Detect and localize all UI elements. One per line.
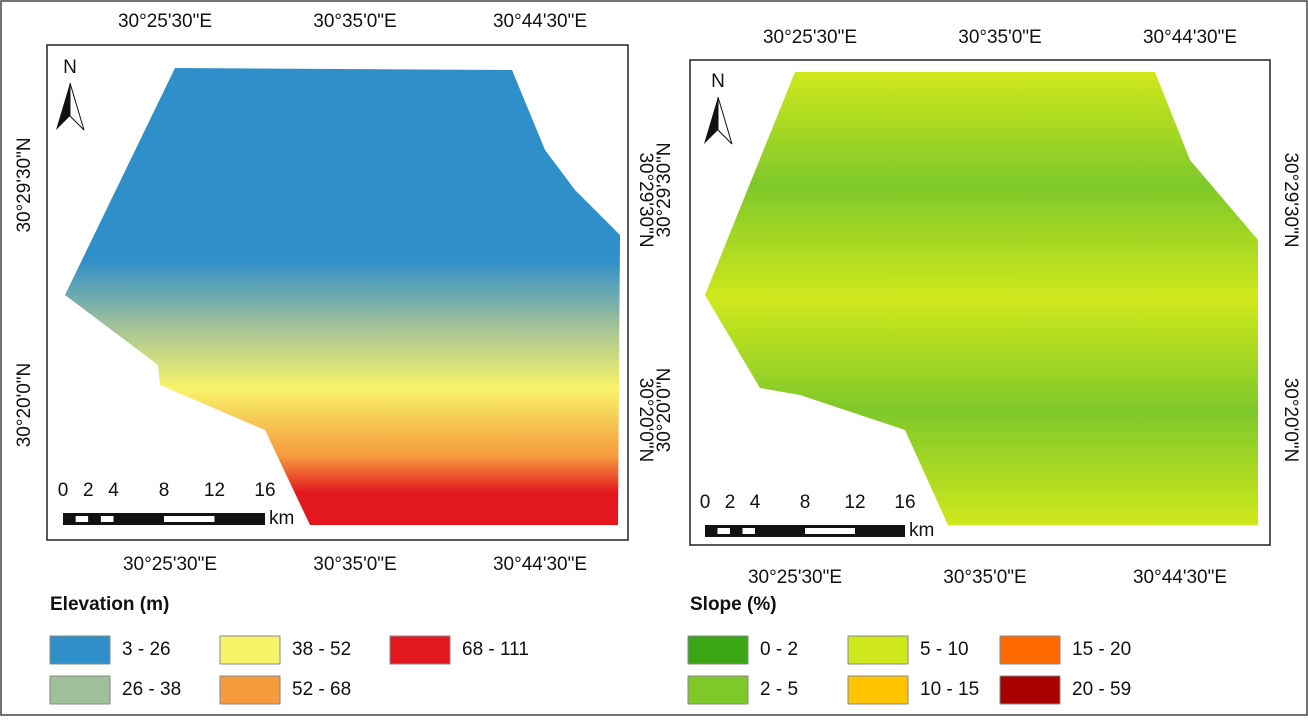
scale-label: 4 <box>750 492 761 513</box>
scale-bar-segment <box>805 528 855 534</box>
bottom-coordinate: 30°25'30"E <box>123 554 217 575</box>
top-coordinate: 30°25'30"E <box>763 27 857 48</box>
legend-label: 38 - 52 <box>292 639 351 660</box>
map-frame <box>689 59 1271 546</box>
map-raster <box>65 68 620 525</box>
scale-bar-segment <box>855 525 905 537</box>
scale-label: 0 <box>700 492 711 513</box>
legend-swatch <box>219 675 281 705</box>
scale-bar-segment <box>717 528 730 534</box>
legend-label: 3 - 26 <box>122 639 171 660</box>
left-coordinate: 30°20'0"N <box>654 368 675 453</box>
scale-label: 12 <box>204 480 225 501</box>
bottom-coordinate: 30°35'0"E <box>943 567 1026 588</box>
legend-label: 10 - 15 <box>920 679 979 700</box>
bottom-coordinate: 30°35'0"E <box>313 554 396 575</box>
scale-bar-segment <box>113 513 164 525</box>
bottom-coordinate: 30°44'30"E <box>1133 567 1227 588</box>
north-label: N <box>63 57 77 78</box>
scale-bar-segment <box>164 516 215 522</box>
right-coordinate: 30°29'30"N <box>1280 152 1301 247</box>
legend-swatch <box>999 675 1061 705</box>
legend-title: Slope (%) <box>690 594 777 615</box>
scale-label: 8 <box>159 480 170 501</box>
scale-bar-segment <box>63 513 76 525</box>
north-label: N <box>711 71 725 92</box>
scale-label: 0 <box>58 480 69 501</box>
legend-label: 0 - 2 <box>760 639 798 660</box>
map-raster <box>705 72 1258 525</box>
scale-bar-segment <box>88 513 101 525</box>
north-arrow-half <box>69 82 85 131</box>
legend-swatch <box>49 675 111 705</box>
right-coordinate: 30°29'30"N <box>635 152 656 247</box>
scale-bar-segment <box>75 516 89 522</box>
legend-label: 68 - 111 <box>462 639 529 660</box>
top-coordinate: 30°44'30"E <box>493 11 587 32</box>
top-coordinate: 30°25'30"E <box>118 11 212 32</box>
right-coordinate: 30°20'0"N <box>1280 378 1301 463</box>
scale-label: 4 <box>108 480 119 501</box>
bottom-coordinate: 30°44'30"E <box>493 554 587 575</box>
scale-label: 16 <box>894 492 915 513</box>
left-coordinate: 30°20'0"N <box>14 363 35 448</box>
legend-label: 20 - 59 <box>1072 679 1131 700</box>
scale-label: 16 <box>254 480 275 501</box>
legend-swatch <box>847 675 909 705</box>
scale-bar-segment <box>214 513 265 525</box>
scale-bar-segment <box>100 516 114 522</box>
legend-swatch <box>219 635 281 665</box>
scale-label: 8 <box>800 492 811 513</box>
top-coordinate: 30°44'30"E <box>1143 27 1237 48</box>
legend-swatch <box>687 635 749 665</box>
scale-label: 2 <box>83 480 94 501</box>
scale-unit: km <box>269 508 294 529</box>
legend-swatch <box>687 675 749 705</box>
left-coordinate: 30°29'30"N <box>14 137 35 232</box>
legend-label: 15 - 20 <box>1072 639 1131 660</box>
legend-swatch <box>389 635 451 665</box>
scale-label: 2 <box>725 492 736 513</box>
legend-label: 52 - 68 <box>292 679 351 700</box>
map-frame <box>46 44 629 541</box>
scale-bar-segment <box>755 525 805 537</box>
top-coordinate: 30°35'0"E <box>313 11 396 32</box>
right-coordinate: 30°20'0"N <box>635 378 656 463</box>
scale-bar-segment <box>742 528 755 534</box>
scale-unit: km <box>909 520 934 541</box>
legend-swatch <box>847 635 909 665</box>
scale-label: 12 <box>844 492 865 513</box>
legend-swatch <box>999 635 1061 665</box>
scale-bar-segment <box>705 525 718 537</box>
bottom-coordinate: 30°25'30"E <box>748 567 842 588</box>
scale-bar-segment <box>730 525 743 537</box>
legend-title: Elevation (m) <box>50 594 169 615</box>
north-arrow-half <box>717 96 733 145</box>
top-coordinate: 30°35'0"E <box>958 27 1041 48</box>
north-arrow <box>56 83 70 130</box>
north-arrow <box>704 97 718 144</box>
legend-label: 2 - 5 <box>760 679 798 700</box>
legend-label: 5 - 10 <box>920 639 969 660</box>
legend-label: 26 - 38 <box>122 679 181 700</box>
left-coordinate: 30°29'30"N <box>654 142 675 237</box>
legend-swatch <box>49 635 111 665</box>
